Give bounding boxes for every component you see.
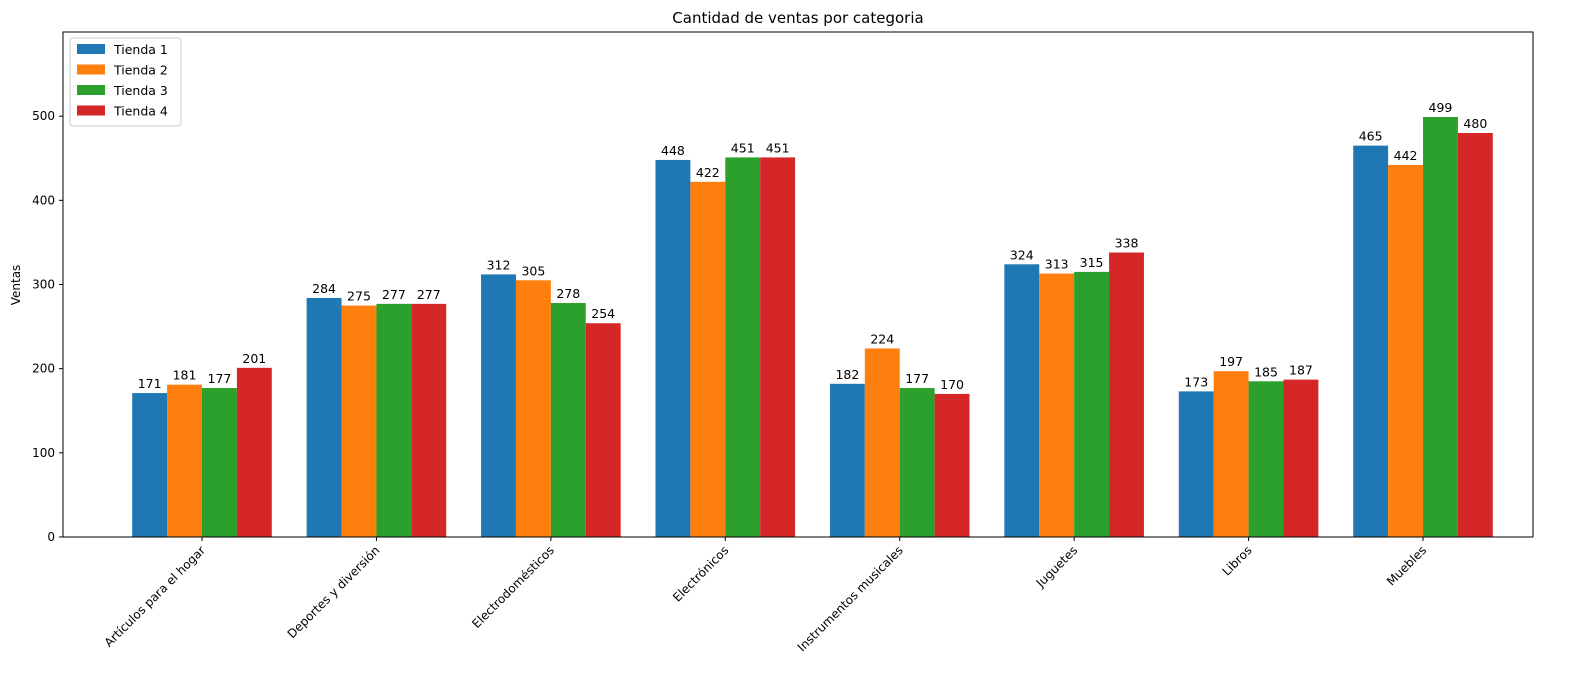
bar: [167, 384, 202, 537]
data-label: 170: [940, 377, 964, 392]
bar: [934, 393, 970, 537]
data-label: 313: [1045, 257, 1069, 272]
data-label: 177: [208, 371, 232, 386]
y-tick-label: 400: [32, 193, 55, 207]
bar: [585, 323, 621, 537]
data-label: 451: [731, 140, 755, 155]
y-axis: 0 100 200 300 400 500: [32, 109, 63, 544]
bar: [899, 388, 935, 537]
data-label: 197: [1219, 354, 1243, 369]
y-tick-label: 200: [32, 362, 55, 376]
x-tick-label: Instrumentos musicales: [795, 543, 906, 654]
bar: [515, 280, 551, 537]
bar: [725, 157, 761, 537]
data-label: 224: [870, 331, 894, 346]
data-label: 448: [661, 143, 685, 158]
y-tick-label: 100: [32, 446, 55, 460]
legend-swatch: [77, 64, 105, 75]
bar: [481, 274, 516, 537]
data-label: 254: [591, 306, 615, 321]
legend-label: Tienda 3: [113, 83, 168, 98]
data-label: 181: [173, 368, 197, 383]
bar: [1353, 145, 1389, 538]
bar: [236, 367, 272, 537]
legend-label: Tienda 1: [113, 42, 168, 57]
bar: [1109, 252, 1144, 537]
data-label: 177: [905, 371, 929, 386]
data-label: 182: [835, 367, 859, 382]
bar: [1004, 264, 1040, 537]
data-label: 277: [417, 287, 441, 302]
data-label: 315: [1080, 255, 1104, 270]
data-label: 201: [242, 351, 266, 366]
x-tick-label: Juguetes: [1033, 543, 1080, 590]
x-tick-label: Deportes y diversión: [285, 543, 383, 641]
bar: [655, 159, 691, 537]
legend-box: [69, 37, 182, 127]
data-label: 278: [556, 286, 580, 301]
bar: [1213, 371, 1249, 537]
chart-title: Cantidad de ventas por categoria: [672, 9, 923, 27]
bar: [1388, 164, 1424, 538]
legend-swatch: [77, 85, 105, 95]
bar: [1283, 379, 1319, 537]
bar: [1457, 133, 1493, 537]
bar: [132, 393, 168, 537]
data-label: 480: [1463, 116, 1487, 131]
data-labels-group: 171 181 177 201 284 275 277 277 312 305 278 254 448 4…: [138, 100, 1488, 392]
bar: [411, 303, 447, 537]
legend-label: Tienda 4: [113, 104, 168, 119]
legend-swatch: [77, 105, 105, 116]
legend: Tienda 1 Tienda 2 Tienda 3 Tienda 4: [69, 37, 182, 127]
x-tick-label: Electrónicos: [670, 543, 731, 604]
bar: [1178, 391, 1214, 537]
bar: [829, 383, 865, 537]
x-axis: Artículos para el hogar Deportes y divers…: [102, 537, 1429, 654]
data-label: 312: [487, 257, 511, 272]
x-tick-label: Muebles: [1384, 543, 1429, 588]
data-label: 324: [1010, 247, 1034, 262]
data-label: 284: [312, 281, 336, 296]
bar: [550, 303, 586, 537]
bars-group: [132, 117, 1493, 538]
data-label: 173: [1184, 374, 1208, 389]
bar: [341, 305, 377, 537]
data-label: 171: [138, 376, 162, 391]
y-axis-label: Ventas: [9, 265, 23, 306]
y-tick-label: 500: [32, 109, 55, 123]
legend-label: Tienda 2: [113, 63, 168, 78]
data-label: 465: [1359, 129, 1383, 144]
bar: [376, 303, 412, 537]
bar: [202, 388, 237, 537]
bar: [1248, 381, 1284, 537]
data-label: 275: [347, 289, 371, 304]
bar: [1423, 117, 1458, 537]
bar: [306, 297, 342, 537]
data-label: 499: [1429, 100, 1453, 115]
data-label: 277: [382, 287, 406, 302]
bar: [690, 181, 726, 537]
data-label: 451: [766, 140, 790, 155]
x-tick-label: Electrodomésticos: [469, 543, 557, 631]
data-label: 185: [1254, 364, 1278, 379]
x-tick-label: Artículos para el hogar: [102, 543, 209, 650]
data-label: 187: [1289, 363, 1313, 378]
data-label: 338: [1115, 236, 1139, 251]
bar: [1074, 271, 1110, 538]
y-tick-label: 0: [47, 530, 55, 544]
x-tick-label: Libros: [1219, 543, 1254, 578]
bar: [760, 157, 796, 537]
bar: [1039, 273, 1075, 537]
data-label: 422: [696, 165, 720, 180]
y-tick-label: 300: [32, 278, 55, 292]
data-label: 442: [1394, 148, 1418, 163]
bar: [864, 348, 900, 537]
data-label: 305: [521, 263, 545, 278]
legend-swatch: [77, 44, 105, 54]
